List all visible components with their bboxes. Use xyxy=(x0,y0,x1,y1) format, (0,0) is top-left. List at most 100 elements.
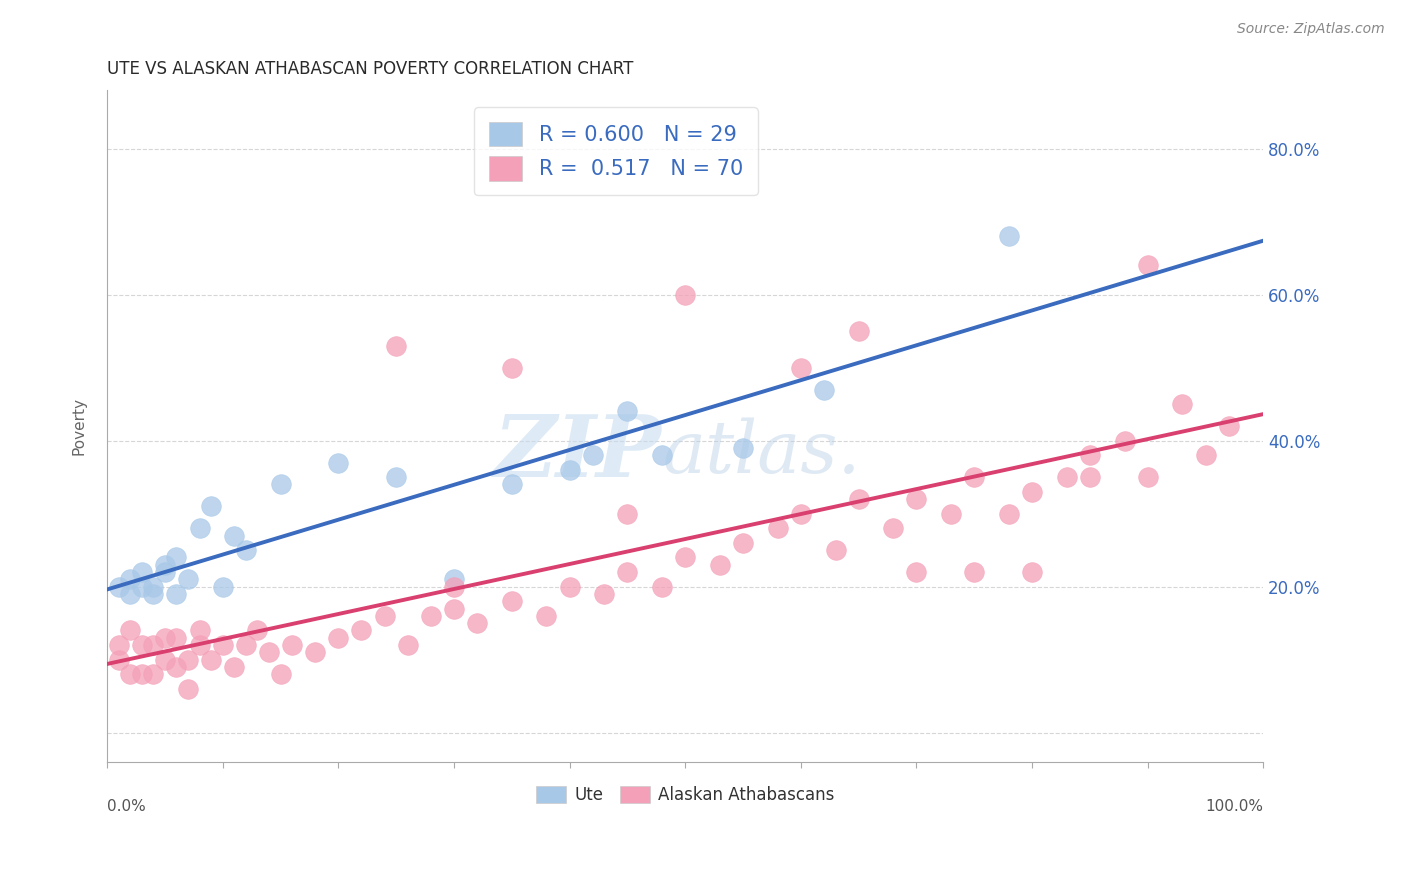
Point xyxy=(1136,259,1159,273)
Point xyxy=(1136,470,1159,484)
Point xyxy=(824,543,846,558)
Point xyxy=(731,536,754,550)
Point xyxy=(200,500,222,514)
Point xyxy=(882,521,904,535)
Point xyxy=(501,360,523,375)
Text: Source: ZipAtlas.com: Source: ZipAtlas.com xyxy=(1237,22,1385,37)
Point xyxy=(270,667,292,681)
Point xyxy=(153,558,176,572)
Point xyxy=(131,565,153,579)
Point xyxy=(558,580,581,594)
Point xyxy=(374,608,396,623)
Point xyxy=(211,638,233,652)
Point xyxy=(1218,419,1240,434)
Point xyxy=(120,572,142,586)
Point xyxy=(905,565,928,579)
Point xyxy=(443,601,465,615)
Point xyxy=(107,580,129,594)
Point xyxy=(443,572,465,586)
Point xyxy=(177,652,200,666)
Point xyxy=(177,572,200,586)
Point xyxy=(582,448,605,462)
Point xyxy=(211,580,233,594)
Point xyxy=(142,638,165,652)
Point xyxy=(1114,434,1136,448)
Point xyxy=(224,660,246,674)
Point xyxy=(963,565,986,579)
Point xyxy=(165,587,187,601)
Point xyxy=(188,638,211,652)
Point xyxy=(1194,448,1216,462)
Point xyxy=(177,681,200,696)
Point xyxy=(813,383,835,397)
Point xyxy=(848,324,870,338)
Point xyxy=(131,580,153,594)
Point xyxy=(998,507,1021,521)
Point xyxy=(616,507,638,521)
Point xyxy=(443,580,465,594)
Point xyxy=(998,229,1021,244)
Point xyxy=(616,565,638,579)
Point xyxy=(790,360,813,375)
Point xyxy=(593,587,616,601)
Point xyxy=(616,404,638,418)
Point xyxy=(165,631,187,645)
Text: 0.0%: 0.0% xyxy=(107,798,146,814)
Point xyxy=(1021,565,1043,579)
Point xyxy=(396,638,419,652)
Point xyxy=(142,580,165,594)
Point xyxy=(501,594,523,608)
Point xyxy=(224,528,246,542)
Point xyxy=(235,543,257,558)
Point xyxy=(465,616,488,631)
Point xyxy=(731,441,754,455)
Point xyxy=(246,624,269,638)
Point xyxy=(1078,470,1101,484)
Point xyxy=(790,507,813,521)
Point xyxy=(905,491,928,506)
Point xyxy=(165,550,187,565)
Point xyxy=(120,587,142,601)
Point xyxy=(131,638,153,652)
Point xyxy=(385,339,408,353)
Point xyxy=(153,631,176,645)
Point xyxy=(257,645,280,659)
Point xyxy=(328,456,350,470)
Point xyxy=(131,667,153,681)
Point xyxy=(766,521,789,535)
Point xyxy=(153,565,176,579)
Point xyxy=(673,550,696,565)
Point xyxy=(153,652,176,666)
Point xyxy=(963,470,986,484)
Point xyxy=(651,580,673,594)
Point xyxy=(120,624,142,638)
Point xyxy=(107,652,129,666)
Y-axis label: Poverty: Poverty xyxy=(72,397,86,455)
Point xyxy=(200,652,222,666)
Point xyxy=(1056,470,1078,484)
Point xyxy=(235,638,257,652)
Point xyxy=(558,463,581,477)
Text: 100.0%: 100.0% xyxy=(1205,798,1264,814)
Point xyxy=(142,587,165,601)
Point xyxy=(188,624,211,638)
Point xyxy=(165,660,187,674)
Point xyxy=(281,638,304,652)
Point xyxy=(709,558,731,572)
Point xyxy=(142,667,165,681)
Text: UTE VS ALASKAN ATHABASCAN POVERTY CORRELATION CHART: UTE VS ALASKAN ATHABASCAN POVERTY CORREL… xyxy=(107,60,634,78)
Point xyxy=(107,638,129,652)
Point xyxy=(848,491,870,506)
Point xyxy=(350,624,373,638)
Point xyxy=(385,470,408,484)
Point xyxy=(270,477,292,491)
Point xyxy=(419,608,441,623)
Point xyxy=(673,287,696,301)
Text: ZIP: ZIP xyxy=(494,411,662,495)
Point xyxy=(304,645,326,659)
Point xyxy=(188,521,211,535)
Point xyxy=(536,608,558,623)
Point xyxy=(1078,448,1101,462)
Point xyxy=(501,477,523,491)
Legend: Ute, Alaskan Athabascans: Ute, Alaskan Athabascans xyxy=(529,779,841,811)
